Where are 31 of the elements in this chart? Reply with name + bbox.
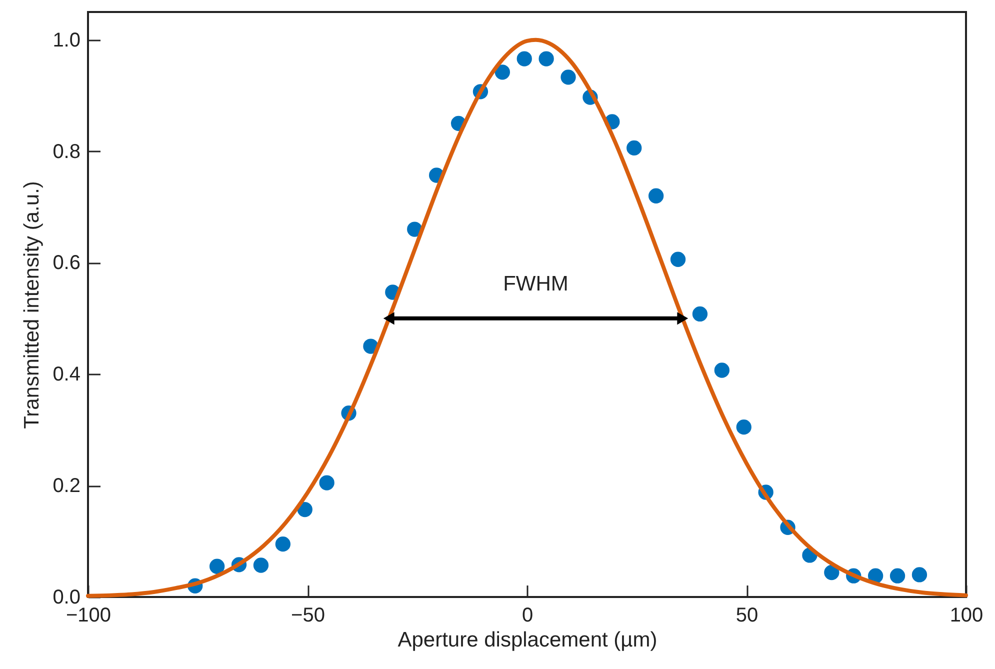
x-tick-label: 0 <box>522 604 534 626</box>
y-tick-label: 0.2 <box>52 475 80 498</box>
point <box>516 51 532 66</box>
x-tick-label: 50 <box>736 604 758 626</box>
point <box>494 64 510 80</box>
point <box>319 475 334 490</box>
y-tick-label: 0.6 <box>52 252 80 274</box>
point <box>560 70 576 85</box>
point <box>297 502 312 518</box>
point <box>692 306 708 322</box>
point <box>714 362 730 378</box>
point <box>538 51 554 66</box>
y-tick-label: 0.4 <box>52 364 80 386</box>
y-tick-label: 1.0 <box>52 29 80 52</box>
x-tick-label: 100 <box>950 604 984 626</box>
annotation: FWHM <box>503 272 568 296</box>
point <box>736 420 752 435</box>
point <box>912 567 928 582</box>
y-axis-title: Transmitted intensity (a.u.) <box>20 181 44 429</box>
point <box>890 568 906 584</box>
point <box>253 558 269 573</box>
point <box>670 252 686 267</box>
point <box>275 536 290 552</box>
line-series <box>86 38 968 598</box>
x-tick-label: −50 <box>291 604 325 626</box>
point <box>824 564 840 580</box>
point <box>209 558 225 574</box>
point <box>626 140 642 156</box>
x-axis-title: Aperture displacement (µm) <box>398 628 658 652</box>
point <box>648 188 664 204</box>
y-tick-label: 0.8 <box>52 140 80 163</box>
